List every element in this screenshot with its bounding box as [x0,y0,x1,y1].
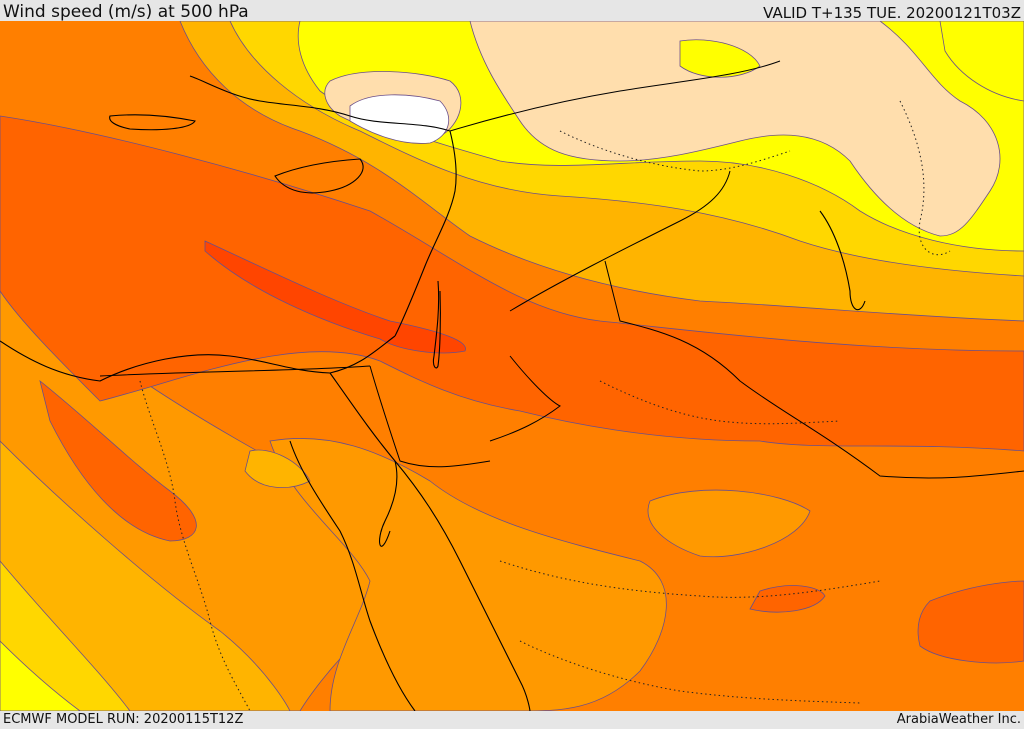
band-very-high [0,115,1024,452]
band-very-high-southeast [917,580,1024,664]
map-title: Wind speed (m/s) at 500 hPa [3,2,249,22]
band-calm [349,94,450,144]
valid-time: VALID T+135 TUE. 20200121T03Z [763,4,1021,22]
band-low-caspian [679,39,761,78]
map-header: Wind speed (m/s) at 500 hPa VALID T+135 … [0,0,1024,22]
map-footer: ECMWF MODEL RUN: 20200115T12Z ArabiaWeat… [0,711,1024,729]
band-very-high-patch [749,585,826,613]
credit: ArabiaWeather Inc. [896,712,1021,727]
admin-boundaries [139,100,951,711]
band-very-low-north [469,21,1001,237]
borders [99,60,1024,479]
band-low-southwest [0,640,81,711]
model-run: ECMWF MODEL RUN: 20200115T12Z [3,712,244,727]
band-mid-sinai [244,449,311,488]
band-mid-high-arabia [647,489,811,558]
wind-speed-map[interactable] [0,21,1024,711]
band-mid-high-redsea [269,438,667,711]
band-very-high-egypt [39,379,197,542]
coastlines [0,75,866,711]
map-canvas [0,21,1024,711]
